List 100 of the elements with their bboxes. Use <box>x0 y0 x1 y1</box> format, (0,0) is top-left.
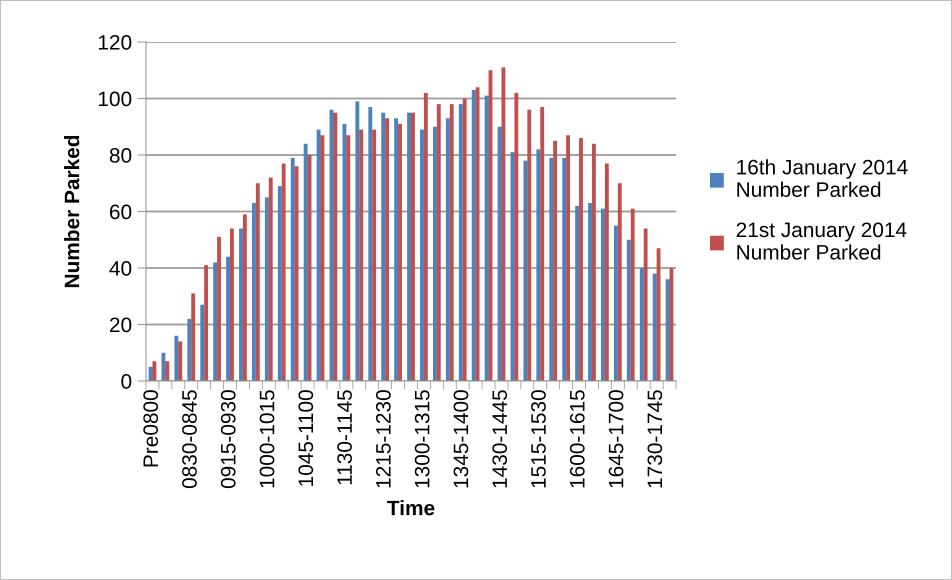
bar <box>614 226 618 381</box>
bar <box>666 279 670 381</box>
bar <box>191 293 196 381</box>
bar <box>242 214 247 381</box>
bar <box>652 274 657 381</box>
bar <box>553 140 558 381</box>
bar <box>320 135 324 381</box>
bar <box>230 228 234 381</box>
x-tick-label: 1600-1615 <box>570 390 585 488</box>
bar <box>424 92 428 381</box>
y-tick-label: 120 <box>98 35 132 50</box>
bar <box>368 106 372 381</box>
bar <box>488 70 492 381</box>
x-tick-label: 1430-1445 <box>492 390 508 488</box>
bar <box>436 104 441 381</box>
x-tick-label: 0915-0930 <box>220 390 236 488</box>
bar <box>549 158 554 381</box>
bar <box>359 130 364 381</box>
y-tick-label: 0 <box>121 374 132 389</box>
x-tick-label: 1515-1530 <box>531 390 546 488</box>
bar <box>476 87 480 381</box>
bar <box>618 183 622 381</box>
bar <box>407 112 411 381</box>
bar <box>523 160 528 381</box>
bar <box>450 104 454 381</box>
y-axis-title: Number Parked <box>64 136 80 288</box>
y-tick-label: 60 <box>110 204 132 220</box>
bar <box>514 92 518 381</box>
bar <box>355 101 360 381</box>
y-tick-label: 40 <box>109 261 132 276</box>
x-tick-label: 1130-1145 <box>337 390 352 484</box>
bar <box>268 178 273 381</box>
bar <box>446 118 450 381</box>
bar <box>458 104 463 381</box>
bar <box>394 118 398 381</box>
bar <box>462 98 467 381</box>
y-tick-label: 100 <box>98 92 132 106</box>
bar <box>472 90 476 381</box>
bar <box>432 126 437 381</box>
bar <box>346 135 350 381</box>
legend-label: 16th January 2014 Number Parked <box>737 159 908 197</box>
bar <box>278 186 282 381</box>
bar <box>592 144 596 381</box>
bar <box>484 96 489 381</box>
bar <box>304 144 308 381</box>
bar <box>174 336 178 381</box>
bar <box>381 112 386 381</box>
bar <box>670 268 674 381</box>
bar <box>282 163 286 381</box>
bar <box>372 130 376 381</box>
bar <box>330 110 334 381</box>
bar <box>308 155 312 381</box>
bar <box>162 352 166 381</box>
bar <box>501 67 506 381</box>
x-tick-label: 1645-1700 <box>608 390 624 488</box>
bar <box>148 366 152 381</box>
bar <box>294 166 299 381</box>
x-tick-label: 0830-0845 <box>182 390 197 488</box>
bar <box>165 361 170 381</box>
x-tick-label: 1215-1230 <box>376 390 391 488</box>
bar <box>398 124 402 381</box>
x-tick-label: 1045-1100 <box>298 390 314 486</box>
bar <box>601 208 605 381</box>
bar <box>333 112 338 381</box>
bar <box>604 163 609 381</box>
bar <box>420 130 424 381</box>
bar <box>239 228 243 381</box>
y-tick-label: 20 <box>110 318 132 332</box>
bar <box>252 203 256 381</box>
y-tick-label: 80 <box>110 148 132 163</box>
bar <box>644 228 648 381</box>
x-tick-label: 1730-1745 <box>647 390 662 488</box>
bar <box>575 206 580 381</box>
x-tick-label: 1300-1315 <box>414 390 430 488</box>
bar <box>656 248 660 381</box>
x-tick-label: Pre0800 <box>143 390 158 466</box>
bar <box>316 130 321 381</box>
bar <box>640 268 644 381</box>
bar <box>152 361 156 381</box>
bar <box>562 158 566 381</box>
x-tick-label: 1345-1400 <box>454 390 468 488</box>
legend-label: 21st January 2014 Number Parked <box>736 222 906 260</box>
x-axis-title: Time <box>387 500 434 516</box>
bar <box>527 110 532 381</box>
x-tick-label: 1000-1015 <box>260 390 274 488</box>
bar <box>217 236 221 381</box>
bar <box>385 118 390 381</box>
bar <box>256 183 260 381</box>
bar <box>226 256 230 381</box>
bar <box>200 304 204 381</box>
bar <box>264 197 269 381</box>
bar <box>540 106 544 381</box>
bar <box>498 126 502 381</box>
bar <box>213 262 218 381</box>
bar <box>342 124 346 381</box>
bar <box>630 208 635 381</box>
bar <box>510 152 514 381</box>
bar <box>566 135 570 381</box>
bar <box>290 158 295 381</box>
bar <box>626 240 631 381</box>
